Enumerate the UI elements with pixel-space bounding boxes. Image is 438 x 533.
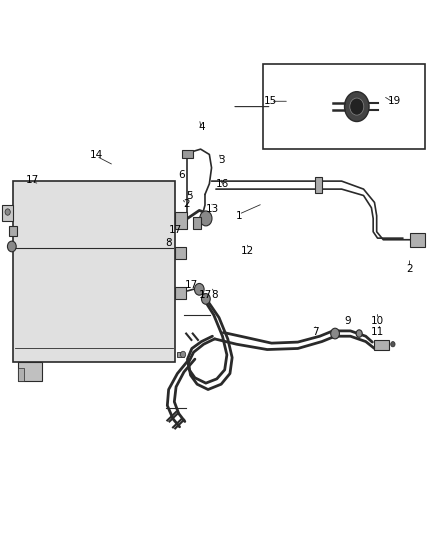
Text: 8: 8 (165, 238, 172, 247)
Circle shape (350, 98, 364, 115)
Circle shape (345, 92, 369, 122)
Text: 12: 12 (241, 246, 254, 255)
Text: 10: 10 (371, 316, 384, 326)
Text: 9: 9 (344, 316, 351, 326)
Text: 8: 8 (211, 290, 218, 300)
Bar (175, 247, 186, 259)
Circle shape (200, 211, 212, 226)
Text: 17: 17 (184, 280, 198, 290)
Bar (374, 340, 389, 350)
Text: 2: 2 (183, 199, 190, 209)
Bar (175, 287, 186, 299)
Circle shape (331, 328, 339, 339)
Bar (263, 64, 425, 149)
Bar (193, 217, 201, 229)
Bar (182, 150, 193, 158)
Circle shape (7, 241, 16, 252)
Circle shape (201, 294, 210, 304)
Text: 19: 19 (388, 96, 401, 106)
Circle shape (356, 330, 362, 337)
Text: 7: 7 (312, 327, 319, 336)
Bar (13, 181, 175, 362)
Text: 2: 2 (406, 264, 413, 274)
Text: 14: 14 (90, 150, 103, 159)
Bar (9, 226, 17, 236)
Bar (2, 205, 13, 221)
Text: 6: 6 (178, 170, 185, 180)
Text: 15: 15 (264, 96, 277, 106)
Text: 11: 11 (371, 327, 384, 336)
Bar (18, 368, 24, 381)
Text: 3: 3 (218, 155, 225, 165)
Bar (175, 212, 187, 229)
Text: 17: 17 (169, 225, 182, 235)
Circle shape (391, 342, 395, 347)
Text: 4: 4 (198, 122, 205, 132)
Bar (18, 362, 42, 381)
Text: 13: 13 (205, 204, 219, 214)
Text: 17: 17 (199, 290, 212, 300)
Text: 1: 1 (235, 211, 242, 221)
Circle shape (180, 351, 186, 358)
Bar (177, 352, 184, 357)
Bar (410, 233, 425, 247)
Text: 16: 16 (216, 179, 229, 189)
Bar (315, 177, 322, 193)
Circle shape (194, 284, 204, 295)
Circle shape (5, 209, 10, 215)
Text: 5: 5 (186, 191, 193, 200)
Text: 17: 17 (26, 175, 39, 185)
